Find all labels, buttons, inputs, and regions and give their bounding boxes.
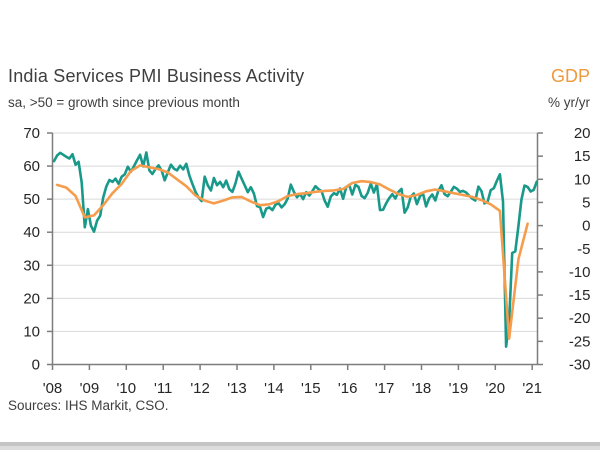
chart-title: India Services PMI Business Activity bbox=[8, 66, 305, 86]
svg-text:-5: -5 bbox=[577, 241, 590, 258]
svg-text:'18: '18 bbox=[412, 380, 432, 397]
svg-text:-15: -15 bbox=[569, 287, 591, 304]
svg-text:0: 0 bbox=[32, 357, 40, 374]
svg-text:20: 20 bbox=[23, 290, 40, 307]
svg-text:40: 40 bbox=[23, 224, 40, 241]
svg-text:70: 70 bbox=[23, 125, 40, 142]
svg-text:'08: '08 bbox=[43, 380, 63, 397]
svg-text:'17: '17 bbox=[375, 380, 395, 397]
svg-text:'16: '16 bbox=[338, 380, 358, 397]
svg-text:'19: '19 bbox=[449, 380, 469, 397]
svg-text:-20: -20 bbox=[569, 310, 591, 327]
svg-text:-25: -25 bbox=[569, 333, 591, 350]
chart-subtitle: sa, >50 = growth since previous month bbox=[8, 95, 240, 110]
gdp-axis-title: GDP bbox=[550, 66, 590, 86]
svg-text:10: 10 bbox=[574, 171, 591, 188]
svg-text:5: 5 bbox=[582, 194, 590, 211]
gdp-line bbox=[55, 164, 529, 340]
svg-text:'13: '13 bbox=[227, 380, 247, 397]
svg-text:'14: '14 bbox=[264, 380, 284, 397]
svg-text:'09: '09 bbox=[80, 380, 100, 397]
svg-text:'21: '21 bbox=[522, 380, 542, 397]
svg-text:15: 15 bbox=[574, 148, 591, 165]
svg-text:'20: '20 bbox=[486, 380, 506, 397]
footer-bar bbox=[0, 442, 600, 450]
svg-text:20: 20 bbox=[574, 125, 591, 142]
gdp-axis-unit: % yr/yr bbox=[548, 95, 590, 110]
svg-text:-30: -30 bbox=[569, 357, 591, 374]
svg-text:50: 50 bbox=[23, 191, 40, 208]
svg-text:30: 30 bbox=[23, 257, 40, 274]
sources-note: Sources: IHS Markit, CSO. bbox=[8, 398, 169, 413]
svg-text:10: 10 bbox=[23, 323, 40, 340]
svg-text:'10: '10 bbox=[117, 380, 137, 397]
pmi-line bbox=[52, 151, 539, 348]
svg-text:60: 60 bbox=[23, 158, 40, 175]
svg-text:'15: '15 bbox=[301, 380, 321, 397]
svg-text:0: 0 bbox=[582, 218, 590, 235]
svg-text:'11: '11 bbox=[154, 380, 172, 397]
svg-text:-10: -10 bbox=[569, 264, 591, 281]
svg-text:'12: '12 bbox=[190, 380, 210, 397]
